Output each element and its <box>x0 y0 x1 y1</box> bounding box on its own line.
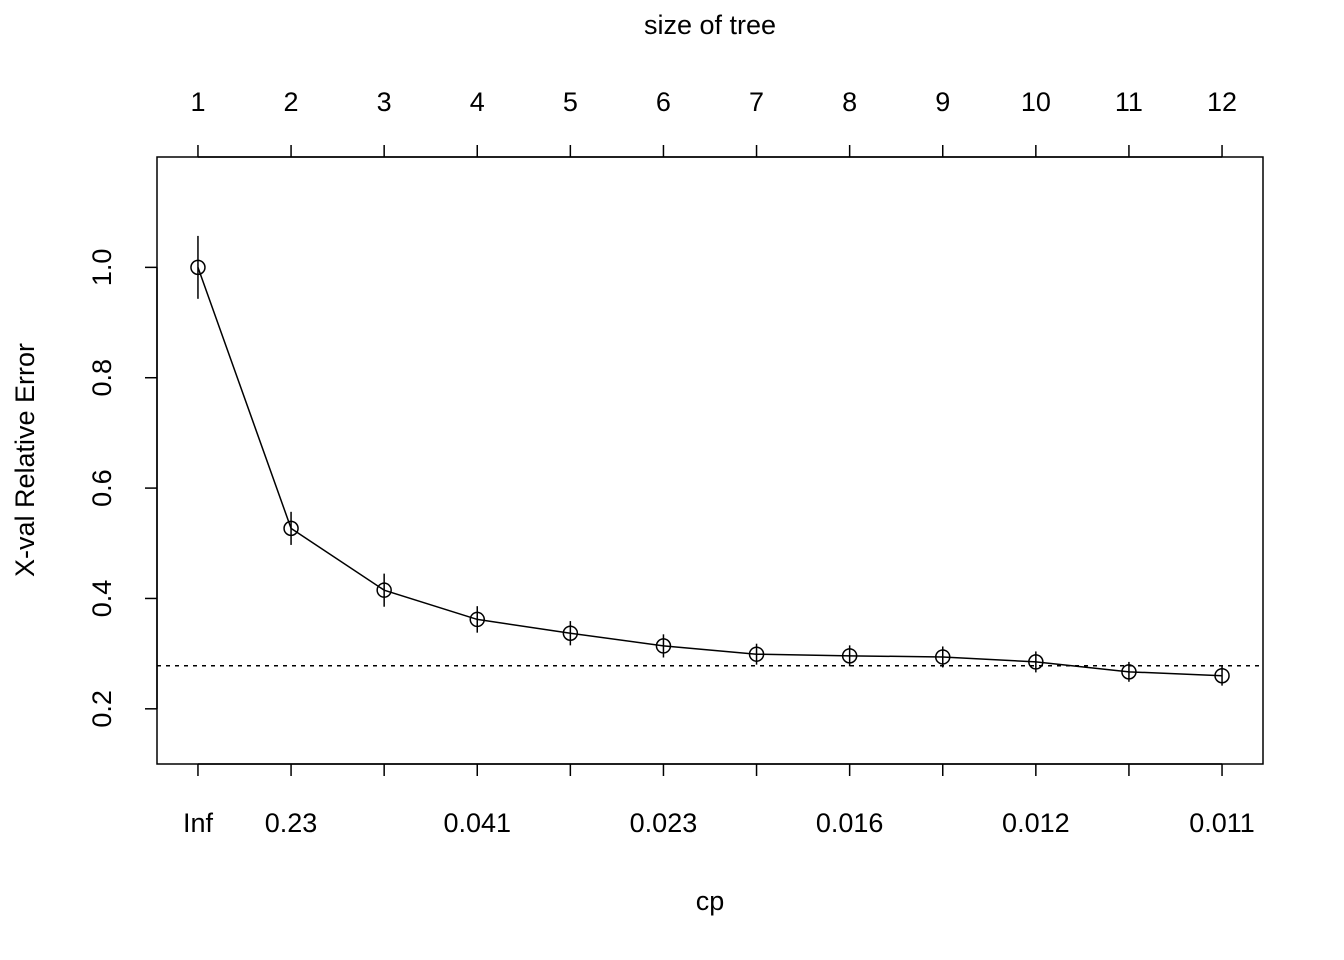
data-point <box>283 520 299 537</box>
bottom-tick-label: 0.23 <box>265 808 318 838</box>
data-point <box>934 649 951 665</box>
y-tick-label: 0.8 <box>87 359 117 397</box>
bottom-tick-label: 0.012 <box>1002 808 1070 838</box>
y-tick-label: 1.0 <box>87 249 117 287</box>
data-point <box>562 625 579 641</box>
data-point <box>1028 654 1044 670</box>
top-tick-label: 12 <box>1207 87 1237 117</box>
bottom-tick-label: 0.023 <box>630 808 698 838</box>
x-axis-title: cp <box>696 886 725 916</box>
bottom-tick-label: 0.016 <box>816 808 884 838</box>
top-tick-label: 9 <box>935 87 950 117</box>
data-point <box>655 638 672 654</box>
y-tick-label: 0.2 <box>87 690 117 728</box>
top-tick-label: 4 <box>470 87 485 117</box>
bottom-tick-label: 0.011 <box>1189 808 1255 838</box>
data-point <box>469 611 486 628</box>
top-tick-label: 5 <box>563 87 578 117</box>
top-tick-label: 6 <box>656 87 671 117</box>
data-point <box>190 259 206 276</box>
top-tick-label: 8 <box>842 87 857 117</box>
plot-frame <box>156 156 1264 765</box>
top-tick-label: 7 <box>749 87 764 117</box>
y-tick-label: 0.4 <box>87 580 117 618</box>
bottom-tick-label: 0.041 <box>443 808 511 838</box>
top-tick-label: 11 <box>1115 87 1143 117</box>
xerror-line <box>197 267 1223 677</box>
y-axis-title: X-val Relative Error <box>10 343 40 577</box>
top-tick-label: 2 <box>284 87 299 117</box>
top-axis-title: size of tree <box>644 10 776 40</box>
data-point <box>841 648 858 664</box>
bottom-tick-label: Inf <box>183 808 214 838</box>
top-tick-label: 1 <box>190 87 205 117</box>
data-point <box>1214 667 1230 684</box>
data-point <box>376 582 392 598</box>
data-point <box>1121 664 1137 680</box>
y-tick-label: 0.6 <box>87 469 117 507</box>
top-tick-label: 10 <box>1021 87 1051 117</box>
data-point <box>748 646 765 662</box>
top-tick-label: 3 <box>377 87 392 117</box>
